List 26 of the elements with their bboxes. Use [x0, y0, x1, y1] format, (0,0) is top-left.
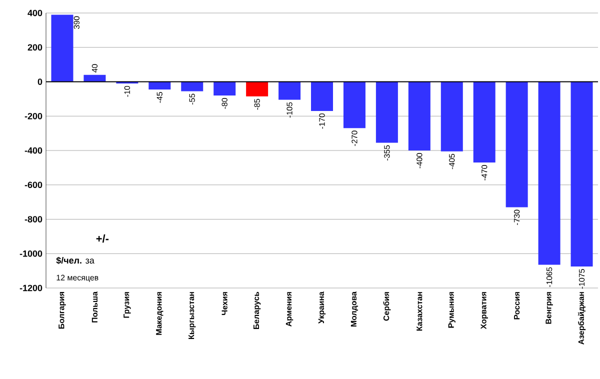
bar [311, 82, 334, 111]
bar [506, 82, 528, 208]
y-tick-label: -800 [24, 216, 42, 222]
bar [473, 82, 496, 163]
bar [376, 82, 398, 143]
bar [148, 82, 171, 90]
bar [408, 82, 430, 150]
annotation: +/- [96, 234, 109, 243]
bar [181, 82, 204, 92]
bar [538, 82, 560, 265]
y-tick-label: 400 [28, 10, 42, 16]
bar [440, 82, 463, 152]
y-tick-label: -600 [24, 182, 42, 188]
bar [51, 14, 74, 82]
y-tick-label: -1200 [20, 284, 42, 292]
y-tick-label: 0 [38, 78, 42, 85]
bar [278, 82, 301, 100]
bar [214, 82, 236, 96]
y-tick-label: -400 [24, 147, 42, 154]
y-tick-label: -200 [24, 112, 42, 120]
y-tick-label: 200 [28, 44, 42, 51]
bar [343, 82, 366, 128]
bar [246, 82, 268, 96]
bar [570, 82, 593, 267]
annotation: $/чел. за [56, 256, 94, 264]
y-tick-label: -1000 [20, 250, 42, 257]
